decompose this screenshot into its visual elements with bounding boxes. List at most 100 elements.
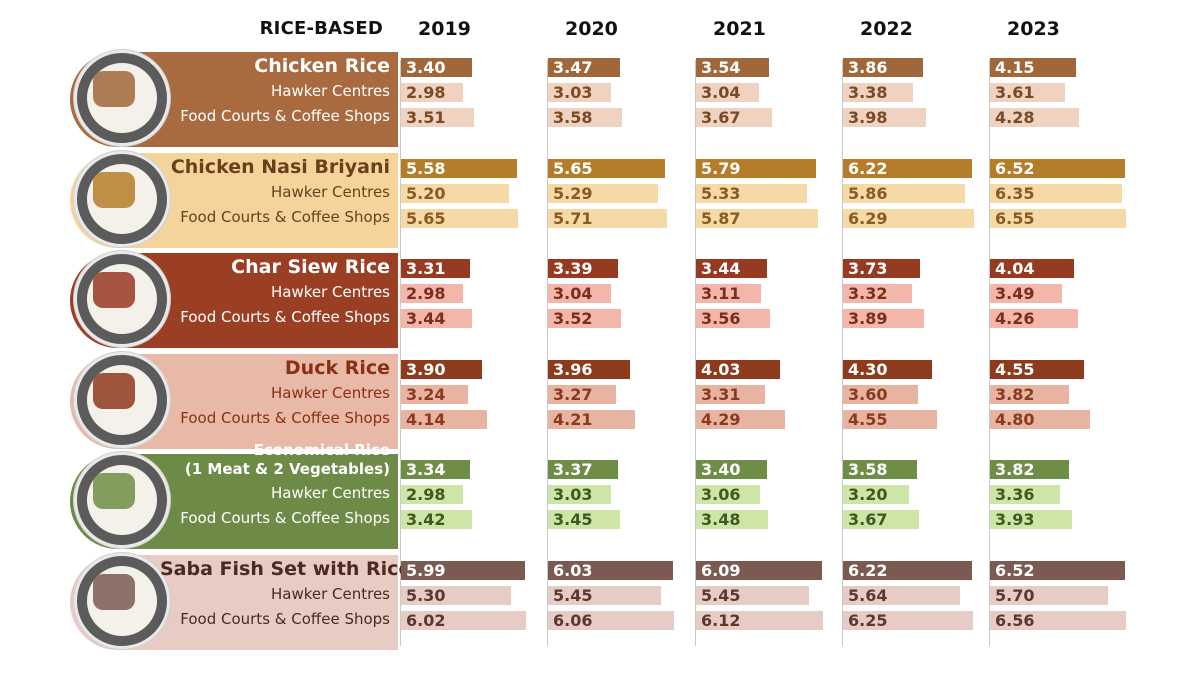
bar-value-label: 3.67 <box>701 108 741 127</box>
bar-value-label: 3.45 <box>553 510 593 529</box>
bar-2021 <box>696 58 769 77</box>
bar-value-label: 4.80 <box>995 410 1035 429</box>
bar-value-label: 6.22 <box>848 561 888 580</box>
bar-2020 <box>548 83 611 102</box>
bar-2021 <box>696 485 760 504</box>
bar-2021 <box>696 284 761 303</box>
bar-2022 <box>843 284 912 303</box>
bar-2022 <box>843 561 972 580</box>
bar-value-label: 3.31 <box>406 259 446 278</box>
bar-value-label: 3.73 <box>848 259 888 278</box>
row-label: Hawker Centres <box>270 484 390 502</box>
bar-2022 <box>843 159 972 178</box>
bar-2022 <box>843 309 924 328</box>
column-divider <box>989 60 990 646</box>
bar-2019 <box>401 385 468 404</box>
bar-value-label: 3.42 <box>406 510 446 529</box>
bar-2023 <box>990 184 1122 203</box>
bar-2023 <box>990 108 1079 127</box>
category-name: Chicken Nasi Briyani <box>170 156 390 178</box>
bar-2022 <box>843 209 974 228</box>
column-divider <box>695 60 696 646</box>
bar-2023 <box>990 83 1065 102</box>
bar-value-label: 5.99 <box>406 561 446 580</box>
bar-value-label: 6.52 <box>995 159 1035 178</box>
bar-2019 <box>401 510 472 529</box>
row-label: Hawker Centres <box>270 384 390 402</box>
bar-2022 <box>843 586 960 605</box>
year-header-2020: 2020 <box>565 18 618 40</box>
bar-value-label: 3.24 <box>406 385 446 404</box>
row-label: Hawker Centres <box>270 585 390 603</box>
bar-2022 <box>843 485 909 504</box>
bar-2023 <box>990 385 1069 404</box>
bar-value-label: 5.45 <box>701 586 741 605</box>
bar-2023 <box>990 485 1060 504</box>
column-divider <box>547 60 548 646</box>
food-plate-icon <box>74 452 170 548</box>
bar-value-label: 3.04 <box>701 83 741 102</box>
bar-2021 <box>696 108 772 127</box>
bar-2020 <box>548 460 618 479</box>
bar-2019 <box>401 58 472 77</box>
bar-2020 <box>548 485 611 504</box>
bar-2019 <box>401 259 470 278</box>
bar-value-label: 5.29 <box>553 184 593 203</box>
food-plate-icon <box>74 251 170 347</box>
bar-value-label: 5.64 <box>848 586 888 605</box>
bar-2021 <box>696 460 767 479</box>
bar-value-label: 5.30 <box>406 586 446 605</box>
category-name: Economical Rice (1 Meat & 2 Vegetables) <box>184 441 390 478</box>
bar-value-label: 6.22 <box>848 159 888 178</box>
bar-value-label: 3.98 <box>848 108 888 127</box>
bar-2021 <box>696 209 818 228</box>
bar-2019 <box>401 360 482 379</box>
bar-2021 <box>696 611 823 630</box>
bar-2023 <box>990 611 1126 630</box>
bar-2020 <box>548 611 674 630</box>
bar-value-label: 4.21 <box>553 410 593 429</box>
bar-value-label: 3.40 <box>701 460 741 479</box>
bar-2020 <box>548 309 621 328</box>
bar-2021 <box>696 410 785 429</box>
food-plate-icon <box>74 352 170 448</box>
bar-2022 <box>843 611 973 630</box>
bar-value-label: 3.58 <box>553 108 593 127</box>
bar-2021 <box>696 586 809 605</box>
bar-2022 <box>843 108 926 127</box>
bar-value-label: 3.96 <box>553 360 593 379</box>
bar-value-label: 3.38 <box>848 83 888 102</box>
bar-value-label: 3.58 <box>848 460 888 479</box>
bar-2020 <box>548 58 620 77</box>
bar-2023 <box>990 561 1125 580</box>
bar-value-label: 5.70 <box>995 586 1035 605</box>
bar-value-label: 3.37 <box>553 460 593 479</box>
bar-value-label: 3.34 <box>406 460 446 479</box>
bar-2022 <box>843 184 965 203</box>
bar-2022 <box>843 510 919 529</box>
bar-2020 <box>548 259 618 278</box>
row-label: Food Courts & Coffee Shops <box>180 409 390 427</box>
bar-2019 <box>401 586 511 605</box>
bar-value-label: 3.39 <box>553 259 593 278</box>
bar-2023 <box>990 209 1126 228</box>
bar-value-label: 6.02 <box>406 611 446 630</box>
bar-2019 <box>401 561 525 580</box>
bar-2022 <box>843 385 918 404</box>
bar-2020 <box>548 586 661 605</box>
section-title: RICE-BASED <box>259 18 383 39</box>
bar-2023 <box>990 510 1072 529</box>
row-label: Food Courts & Coffee Shops <box>180 208 390 226</box>
row-label: Food Courts & Coffee Shops <box>180 107 390 125</box>
bar-value-label: 5.58 <box>406 159 446 178</box>
column-divider <box>842 60 843 646</box>
bar-2023 <box>990 309 1078 328</box>
bar-2022 <box>843 83 913 102</box>
bar-value-label: 3.04 <box>553 284 593 303</box>
bar-2023 <box>990 410 1090 429</box>
bar-2023 <box>990 159 1125 178</box>
bar-value-label: 5.86 <box>848 184 888 203</box>
bar-2019 <box>401 83 463 102</box>
year-header-2019: 2019 <box>418 18 471 40</box>
bar-value-label: 3.20 <box>848 485 888 504</box>
